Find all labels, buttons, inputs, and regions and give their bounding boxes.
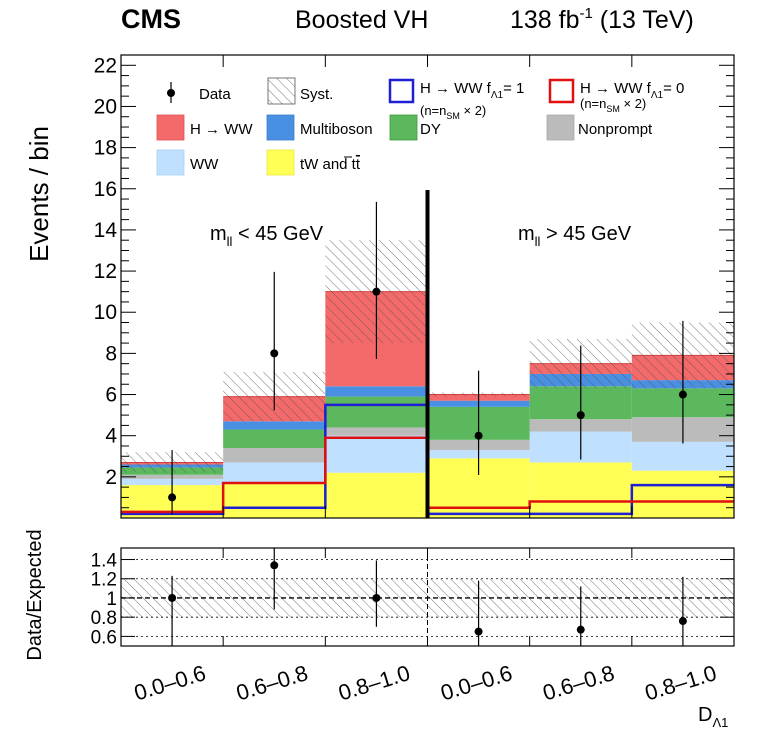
ratio-y-tick-label: 1 bbox=[106, 589, 117, 610]
bar-ww-bin-2 bbox=[223, 462, 326, 484]
bar-ww-bin-3 bbox=[325, 435, 428, 473]
data-point-bin-3 bbox=[372, 287, 381, 296]
legend-item-data: Data bbox=[167, 82, 231, 103]
y-tick-label: 6 bbox=[105, 384, 117, 407]
bar-multiboson-bin-2 bbox=[223, 421, 326, 430]
main-data-points bbox=[168, 201, 687, 515]
lumi-label: 138 fb-1 (13 TeV) bbox=[510, 5, 694, 34]
svg-text:Data: Data bbox=[199, 86, 231, 103]
legend-item-bsm-fL1-0: H → WW fΛ1= 0 (n=nSM × 2) bbox=[548, 78, 684, 114]
svg-text:tW and tt: tW and tt bbox=[300, 156, 361, 173]
cms-label: CMS bbox=[121, 4, 181, 34]
svg-text:Nonprompt: Nonprompt bbox=[578, 121, 653, 138]
y-tick-label: 4 bbox=[105, 425, 117, 448]
svg-text:WW: WW bbox=[190, 156, 219, 173]
ratio-point-bin-5 bbox=[576, 625, 585, 634]
svg-text:Multiboson: Multiboson bbox=[300, 121, 373, 138]
svg-text:DY: DY bbox=[420, 121, 441, 138]
region-label-high: mll > 45 GeV bbox=[518, 223, 632, 249]
x-tick-label-bin-2: 0.6–0.8 bbox=[233, 660, 311, 705]
main-plot bbox=[121, 240, 734, 518]
y-tick-label: 10 bbox=[94, 301, 117, 324]
legend-item-dy: DY bbox=[389, 114, 441, 141]
y-tick-label: 8 bbox=[105, 342, 117, 365]
data-point-bin-5 bbox=[576, 411, 585, 420]
ratio-ylabel: Data/Expected bbox=[24, 529, 46, 660]
legend-item-syst: Syst. bbox=[267, 77, 333, 105]
y-tick-label: 2 bbox=[105, 466, 117, 489]
data-point-bin-6 bbox=[678, 390, 687, 399]
ratio-y-tick-label: 0.6 bbox=[91, 627, 117, 648]
data-point-bin-4 bbox=[474, 431, 483, 440]
data-point-bin-2 bbox=[270, 349, 279, 358]
bar-dy-bin-2 bbox=[223, 429, 326, 449]
legend-item-nonprompt: Nonprompt bbox=[546, 114, 653, 141]
svg-text:Syst.: Syst. bbox=[300, 86, 333, 103]
ratio-y-tick-label: 1.2 bbox=[91, 570, 117, 591]
ratio-y-tick-label: 0.8 bbox=[91, 608, 117, 629]
ratio-axis-ticks: 0.60.811.21.4 bbox=[91, 548, 735, 648]
y-tick-label: 22 bbox=[94, 54, 117, 77]
main-ylabel: Events / bin bbox=[24, 126, 54, 262]
legend-item-hww: H → WW bbox=[156, 114, 253, 141]
x-tick-labels: 0.0–0.6 0.6–0.8 0.8–1.0 0.0–0.6 0.6–0.8 0.8–1… bbox=[131, 660, 719, 705]
bar-ww-bin-6 bbox=[631, 441, 734, 471]
legend-item-top: tW and tt bbox=[266, 149, 361, 176]
y-tick-label: 18 bbox=[94, 137, 117, 160]
bar-multiboson-bin-3 bbox=[325, 386, 428, 397]
region-label-low: mll < 45 GeV bbox=[210, 223, 324, 249]
svg-text:(n=nSM × 2): (n=nSM × 2) bbox=[580, 96, 646, 114]
x-axis-title: DΛ1 bbox=[698, 704, 728, 730]
ratio-y-tick-label: 1.4 bbox=[91, 551, 118, 572]
y-tick-label: 20 bbox=[94, 95, 117, 118]
ratio-point-bin-2 bbox=[270, 561, 279, 570]
bar-top-bin-6 bbox=[631, 470, 734, 518]
bar-top-bin-3 bbox=[325, 472, 428, 518]
ratio-point-bin-1 bbox=[168, 593, 177, 602]
y-tick-label: 14 bbox=[94, 219, 118, 242]
data-point-bin-1 bbox=[168, 493, 177, 502]
y-tick-label: 12 bbox=[94, 260, 117, 283]
svg-text:H → WW fΛ1= 0: H → WW fΛ1= 0 bbox=[580, 80, 684, 101]
legend: Data Syst. H → WW fΛ1= 1 (n=nSM × 2) H →… bbox=[156, 77, 684, 176]
bar-dy-bin-3 bbox=[325, 396, 428, 428]
y-tick-label: 16 bbox=[94, 178, 117, 201]
x-tick-label-bin-6: 0.8–1.0 bbox=[642, 660, 720, 705]
x-tick-label-bin-1: 0.0–0.6 bbox=[131, 660, 209, 705]
svg-text:H → WW: H → WW bbox=[190, 121, 253, 138]
ratio-plot bbox=[121, 548, 734, 646]
legend-item-ww: WW bbox=[156, 149, 219, 176]
bar-nonprompt-bin-2 bbox=[223, 448, 326, 463]
ratio-point-bin-6 bbox=[678, 617, 687, 626]
svg-text:H → WW fΛ1= 1: H → WW fΛ1= 1 bbox=[420, 80, 524, 101]
ratio-data-points bbox=[168, 548, 687, 646]
bar-top-bin-2 bbox=[223, 483, 326, 518]
analysis-label: Boosted VH bbox=[295, 6, 428, 34]
legend-item-bsm-fL1-1: H → WW fΛ1= 1 (n=nSM × 2) bbox=[388, 78, 524, 121]
svg-text:(n=nSM × 2): (n=nSM × 2) bbox=[420, 103, 486, 121]
bar-nonprompt-bin-3 bbox=[325, 427, 428, 436]
x-tick-label-bin-4: 0.0–0.6 bbox=[438, 660, 516, 705]
legend-item-multiboson: Multiboson bbox=[266, 114, 373, 141]
main-axis-ticks: 2 4 6 8 10 12 14 16 18 20 22 bbox=[94, 54, 735, 519]
ratio-point-bin-4 bbox=[474, 627, 483, 636]
bar-top-bin-5 bbox=[529, 462, 632, 518]
ratio-point-bin-3 bbox=[372, 593, 381, 602]
x-tick-label-bin-3: 0.8–1.0 bbox=[335, 660, 413, 705]
x-tick-label-bin-5: 0.6–0.8 bbox=[540, 660, 618, 705]
